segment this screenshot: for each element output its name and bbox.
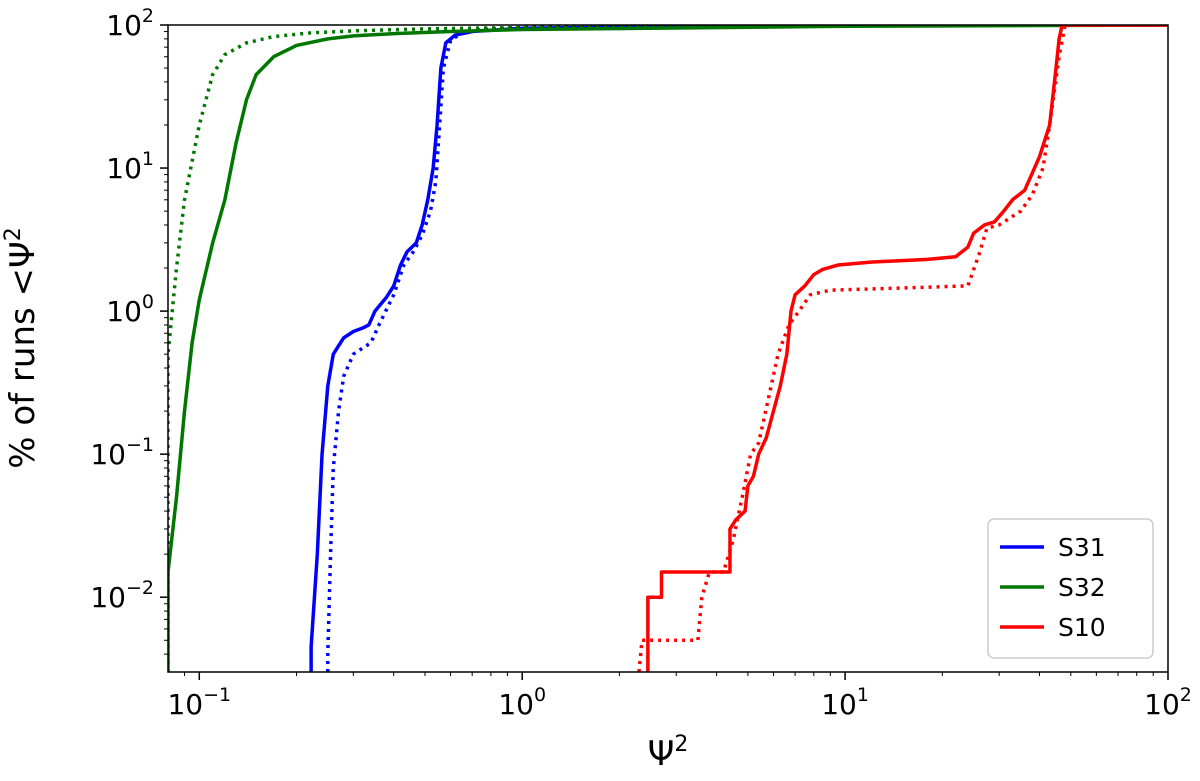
legend: S31 S32 S10: [987, 518, 1154, 659]
x-tick-label: 102: [1144, 684, 1192, 721]
x-tick-label: 10−1: [167, 684, 231, 721]
x-axis-label: Ψ2: [648, 732, 689, 774]
plot-frame: [167, 24, 1169, 673]
y-axis: 10−2 10−1 100 101 102: [90, 5, 168, 655]
y-tick-label: 10−2: [90, 577, 154, 614]
legend-label-s10: S10: [1058, 613, 1106, 642]
y-tick-label: 100: [106, 291, 154, 328]
series-layer: [168, 25, 1168, 672]
y-tick-label: 101: [106, 148, 154, 185]
legend-label-s32: S32: [1058, 573, 1106, 602]
series-line-s31-dotted: [326, 25, 1168, 672]
y-tick-label: 102: [106, 5, 154, 42]
legend-label-s31: S31: [1058, 533, 1106, 562]
y-axis-label: % of runs <Ψ2: [1, 227, 43, 469]
x-tick-label: 101: [821, 684, 869, 721]
legend-box: [987, 518, 1154, 659]
y-tick-label: 10−1: [90, 434, 154, 471]
series-line-s32-dotted: [168, 25, 1168, 672]
series-line-s31-solid: [309, 25, 1168, 672]
x-axis: 10−1 100 101 102: [167, 672, 1192, 721]
x-tick-label: 100: [498, 684, 546, 721]
series-line-s32-solid: [168, 25, 1168, 672]
